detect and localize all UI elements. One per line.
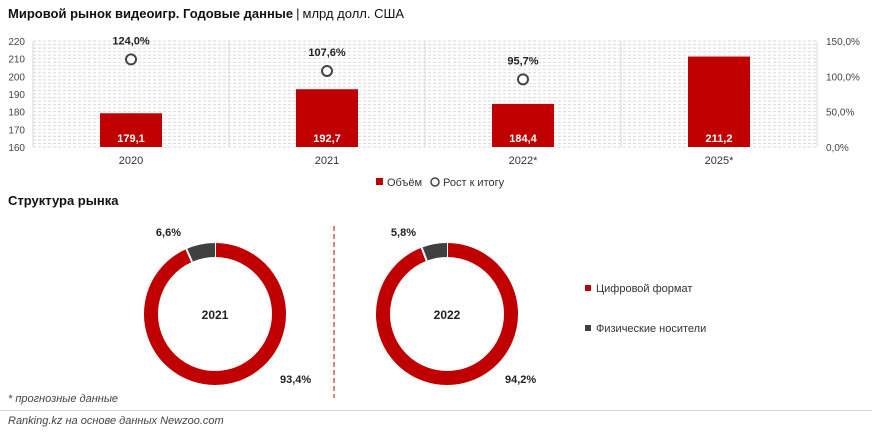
slice-separator: [420, 247, 428, 262]
y-tick-label: 160: [8, 143, 25, 154]
bar-value-label: 192,7: [313, 133, 341, 145]
x-tick-label: 2020: [119, 155, 143, 167]
y2-tick-label: 0,0%: [826, 143, 849, 154]
growth-point: [321, 64, 333, 77]
legend-label-digital: Цифровой формат: [596, 283, 692, 295]
structure-title: Структура рынка: [8, 193, 119, 208]
chart-title-unit: млрд долл. США: [302, 6, 405, 21]
donut-center-label: 2022: [434, 308, 461, 322]
slice-label: 93,4%: [280, 374, 311, 386]
legend-label-volume: Объём: [387, 177, 422, 189]
bar-value-label: 211,2: [706, 133, 733, 145]
donut-slice: [186, 243, 216, 262]
slice-label: 6,6%: [156, 227, 181, 239]
bar-value-label: 184,4: [509, 133, 537, 145]
slice-separator: [185, 248, 193, 263]
bar-line-chart: 160 170 180 190 200 210 220 0,0% 50,0% 100,0% 150,…: [8, 35, 860, 189]
y2-tick-label: 100,0%: [826, 72, 860, 83]
growth-label: 124,0%: [112, 35, 150, 47]
chart-title-main: Мировой рынок видеоигр. Годовые данные: [8, 6, 294, 21]
bar-value-label: 179,1: [117, 133, 145, 145]
y-tick-label: 220: [8, 37, 25, 48]
donut-center-label: 2021: [202, 308, 229, 322]
bar-2025*: [688, 56, 750, 148]
x-tick-label: 2025*: [705, 155, 734, 167]
y-tick-label: 180: [8, 108, 25, 119]
y-tick-label: 210: [8, 55, 25, 66]
donut-slice: [421, 243, 448, 261]
title-separator: |: [296, 6, 300, 21]
legend-label-growth: Рост к итогу: [443, 177, 505, 189]
growth-label: 95,7%: [507, 55, 538, 67]
y2-tick-label: 50,0%: [826, 108, 854, 119]
bar-2022*: [492, 103, 554, 147]
growth-point: [125, 53, 137, 66]
x-tick-label: 2021: [315, 155, 339, 167]
growth-point: [517, 73, 529, 86]
source-note: Ranking.kz на основе данных Newzoo.com: [8, 415, 224, 427]
footer-divider: [0, 410, 872, 411]
chart-title: Мировой рынок видеоигр. Годовые данные | м…: [8, 6, 404, 21]
donut-slice: [376, 243, 518, 385]
legend-marker-growth: [430, 177, 440, 187]
x-tick-label: 2022*: [509, 155, 538, 167]
legend-marker-digital: [585, 285, 591, 291]
growth-label: 107,6%: [308, 47, 346, 59]
y-tick-label: 170: [8, 125, 25, 136]
slice-label: 5,8%: [391, 227, 416, 239]
y-tick-label: 200: [8, 72, 25, 83]
legend-label-physical: Физические носители: [596, 323, 706, 335]
forecast-footnote: * прогнозные данные: [8, 393, 119, 405]
y2-tick-label: 150,0%: [826, 37, 860, 48]
bar-2020: [100, 113, 162, 147]
bar-2021: [296, 89, 358, 147]
y-tick-label: 190: [8, 90, 25, 101]
legend-marker-volume: [376, 178, 383, 185]
legend-marker-physical: [585, 325, 591, 331]
slice-label: 94,2%: [505, 374, 536, 386]
donut-slice: [144, 243, 286, 385]
